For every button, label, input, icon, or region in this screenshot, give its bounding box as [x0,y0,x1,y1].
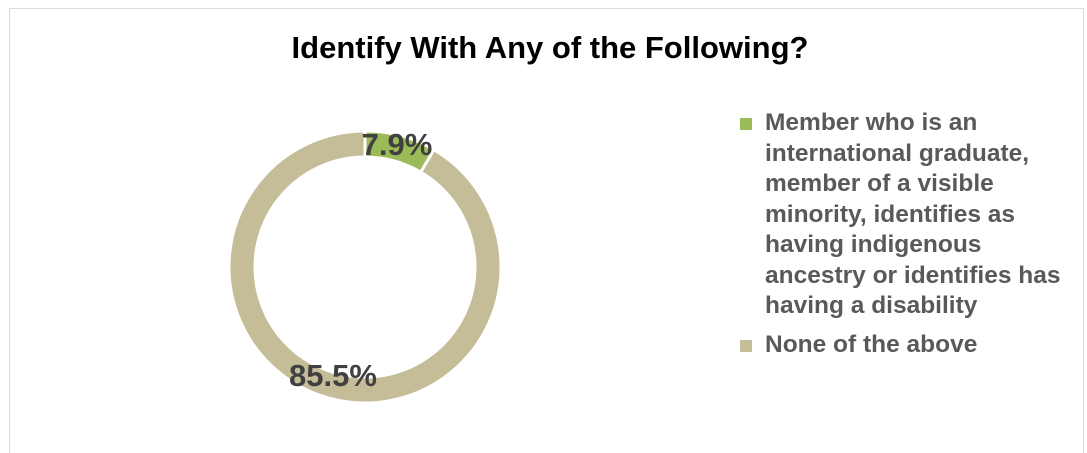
data-label-member: 7.9% [362,127,433,162]
chart-frame [9,8,1084,453]
legend-item-member: Member who is an international graduate,… [740,108,1070,322]
legend-label-none: None of the above [765,330,978,358]
donut-slice-none [227,129,503,405]
chart-title: Identify With Any of the Following? [291,30,809,65]
legend-label-member: Member who is an international graduate,… [765,109,1061,319]
legend: Member who is an international graduate,… [740,108,1070,360]
legend-swatch-member [740,118,752,130]
legend-swatch-none [740,339,752,352]
data-label-none: 85.5% [289,358,377,393]
legend-item-none: None of the above [740,330,1070,361]
